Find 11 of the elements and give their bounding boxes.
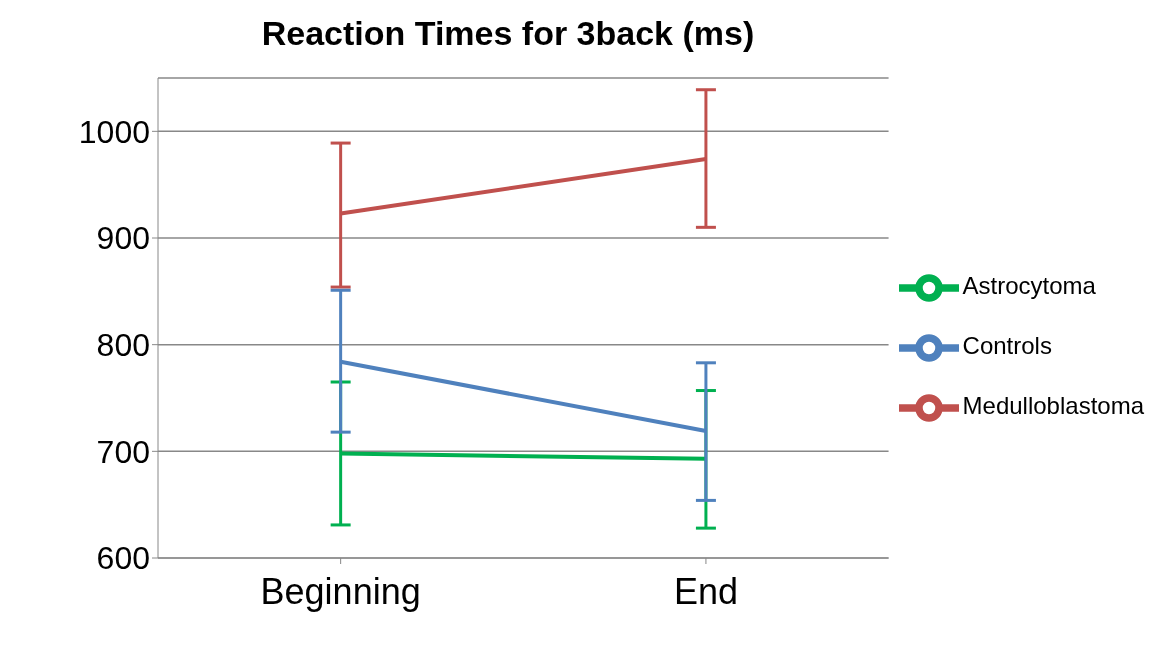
legend-label: Medulloblastoma — [962, 392, 1144, 420]
y-tick-label: 700 — [96, 433, 150, 470]
x-tick-label: End — [673, 570, 738, 612]
legend-label: Astrocytoma — [962, 272, 1096, 300]
y-tick-label: 600 — [96, 540, 150, 577]
legend-label: Controls — [962, 332, 1052, 360]
chart-title: Reaction Times for 3back (ms) — [260, 13, 756, 54]
y-tick-label: 1000 — [78, 113, 150, 150]
y-tick-label: 800 — [96, 327, 150, 364]
y-tick-label: 900 — [96, 220, 150, 257]
x-tick-label: Beginning — [260, 570, 421, 612]
